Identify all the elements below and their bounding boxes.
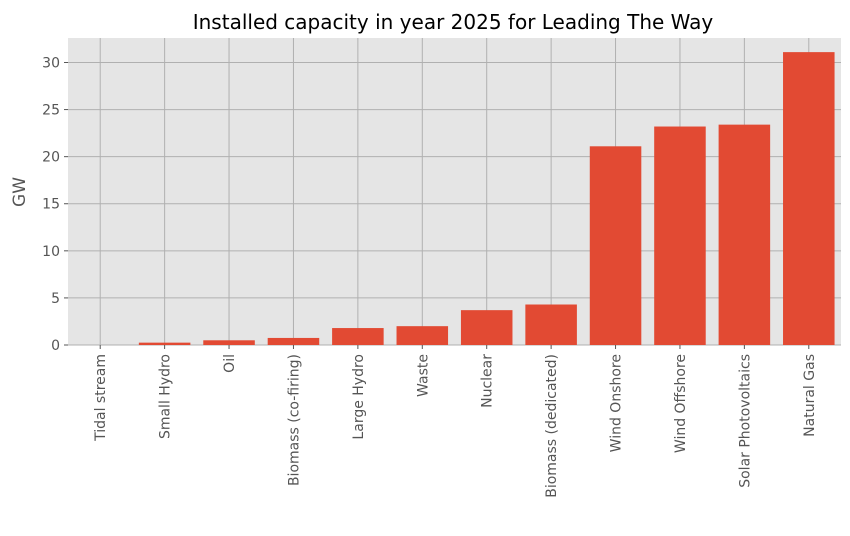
x-tick-label-4: Large Hydro (351, 354, 367, 440)
bar-1 (138, 342, 191, 345)
bar-9 (654, 126, 706, 345)
x-tick-label-0: Tidal stream (93, 354, 109, 442)
plot-area (68, 38, 841, 345)
x-axis-ticks: Tidal stream Small Hydro Oil Biomass (co-fi… (93, 345, 818, 498)
x-tick-label-10: Solar Photovoltaics (737, 354, 753, 488)
bar-11 (783, 52, 835, 346)
bar-4 (332, 328, 384, 345)
x-tick-label-6: Nuclear (480, 354, 496, 408)
y-tick-label-5: 5 (51, 291, 60, 307)
y-axis-label: GW (10, 177, 30, 207)
y-tick-label-20: 20 (42, 150, 60, 166)
x-tick-label-9: Wind Offshore (673, 354, 689, 453)
bar-5 (396, 326, 449, 345)
bar-7 (525, 304, 577, 345)
x-tick-label-5: Waste (415, 354, 431, 397)
bar-3 (267, 337, 320, 345)
x-tick-label-7: Biomass (dedicated) (544, 354, 560, 498)
y-tick-label-10: 10 (42, 244, 60, 260)
bar-8 (589, 146, 642, 345)
x-tick-label-2: Oil (222, 354, 238, 373)
bar-10 (718, 124, 771, 346)
chart-title: Installed capacity in year 2025 for Lead… (193, 10, 714, 34)
x-tick-label-1: Small Hydro (158, 354, 174, 439)
y-tick-label-15: 15 (42, 197, 60, 213)
y-tick-label-25: 25 (42, 103, 60, 119)
bar-6 (460, 310, 513, 345)
x-tick-label-11: Natural Gas (802, 354, 818, 437)
y-tick-label-30: 30 (42, 55, 60, 71)
y-tick-label-0: 0 (51, 338, 60, 354)
bars (138, 52, 835, 346)
x-tick-label-3: Biomass (co-firing) (286, 354, 302, 486)
bar-2 (203, 340, 255, 345)
x-tick-label-8: Wind Onshore (609, 354, 625, 452)
y-axis-ticks: 0 5 10 15 20 25 30 (42, 55, 68, 354)
